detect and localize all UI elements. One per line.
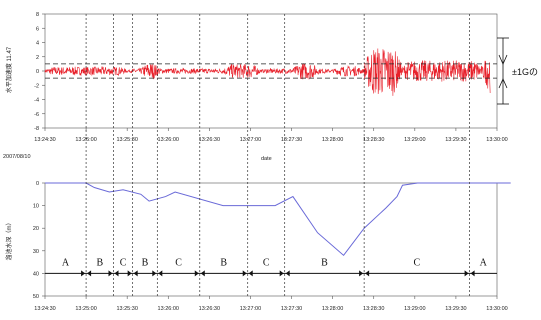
segment-arrowhead: [365, 270, 370, 277]
segment-arrowhead: [248, 270, 253, 277]
acceleration-x-axis-label: date: [261, 156, 272, 162]
segment-label: C: [414, 257, 421, 268]
water-depth-x-ticks: 13:24:30 13:25:00 13:25:30 13:26:00 13:26:30…: [34, 296, 508, 312]
x-tick-label: 13:27:00: [240, 137, 261, 143]
segment-arrowhead: [285, 270, 290, 277]
y-tick-label: -8: [34, 126, 39, 132]
segment-label: C: [263, 257, 270, 268]
date-label: 2007/08/10: [3, 154, 31, 160]
y-tick-label: 8: [36, 12, 39, 18]
segment-arrowhead: [87, 270, 92, 277]
x-tick-label: 13:25:30: [116, 137, 137, 143]
x-tick-label: 13:29:00: [404, 137, 425, 143]
y-tick-label: 4: [36, 41, 39, 47]
acceleration-y-axis-label: 水平加速度 11.47: [5, 46, 13, 93]
x-tick-label: 13:27:00: [240, 306, 261, 312]
phase-boundary-markers: [85, 14, 470, 296]
x-tick-label: 13:27:30: [281, 306, 302, 312]
x-tick-label: 13:28:30: [363, 306, 384, 312]
acceleration-trace: [44, 48, 491, 96]
y-tick-label: 30: [33, 249, 39, 255]
segment-arrowhead: [464, 270, 469, 277]
segment-arrowhead: [152, 270, 157, 277]
x-tick-label: 13:26:30: [199, 306, 220, 312]
y-tick-label: 0: [36, 69, 39, 75]
threshold-bracket: ±1Gの: [497, 37, 538, 105]
x-tick-label: 13:28:00: [322, 306, 343, 312]
segment-label: C: [175, 257, 182, 268]
y-tick-label: 20: [33, 226, 39, 232]
x-tick-label: 13:29:30: [445, 306, 466, 312]
segment-label: B: [96, 257, 103, 268]
y-tick-label: -2: [34, 83, 39, 89]
x-tick-label: 13:24:30: [34, 137, 55, 143]
x-tick-label: 13:25:00: [75, 306, 96, 312]
x-tick-label: 13:28:30: [363, 137, 384, 143]
segment-arrowhead: [200, 270, 205, 277]
segment-arrowhead: [194, 270, 199, 277]
x-tick-label: 13:26:00: [158, 306, 179, 312]
x-tick-label: 13:26:30: [199, 137, 220, 143]
segment-arrowhead: [158, 270, 163, 277]
y-tick-label: 6: [36, 26, 39, 32]
segment-label: A: [480, 257, 488, 268]
acceleration-chart: 水平加速度 11.47 8 6 4 2 0 -2 -4 -6 -8 13:24:30 13:25:…: [3, 12, 538, 162]
x-tick-label: 13:28:00: [322, 137, 343, 143]
acceleration-x-ticks: 13:24:30 13:25:00 13:25:30 13:26:00 13:26:30…: [34, 128, 508, 143]
water-depth-line: [45, 182, 511, 257]
x-tick-label: 13:29:00: [404, 306, 425, 312]
segment-arrowhead: [242, 270, 247, 277]
segment-arrowhead: [470, 270, 475, 277]
segment-arrowhead: [359, 270, 364, 277]
y-tick-label: 10: [33, 204, 39, 210]
water-depth-y-ticks: 0 10 20 30 40 50: [33, 181, 45, 300]
segment-arrowhead: [279, 270, 284, 277]
x-tick-label: 13:26:00: [158, 137, 179, 143]
segment-label: B: [321, 257, 328, 268]
segment-arrowhead: [81, 270, 86, 277]
y-tick-label: 0: [36, 181, 39, 187]
x-tick-label: 13:25:30: [116, 306, 137, 312]
x-tick-label: 13:30:00: [486, 306, 507, 312]
water-depth-plot-frame: [44, 182, 498, 297]
segment-label: A: [62, 257, 70, 268]
segment-label: B: [220, 257, 227, 268]
segment-label: B: [142, 257, 149, 268]
segment-arrowhead: [108, 270, 113, 277]
y-tick-label: 50: [33, 294, 39, 300]
segment-label: C: [120, 257, 127, 268]
segment-arrowhead: [114, 270, 119, 277]
segment-arrowhead: [133, 270, 138, 277]
acceleration-y-ticks: 8 6 4 2 0 -2 -4 -6 -8: [34, 12, 45, 132]
y-tick-label: -6: [34, 112, 39, 118]
y-tick-label: 2: [36, 55, 39, 61]
x-tick-label: 13:27:30: [281, 137, 302, 143]
water-depth-y-axis-label: 溜池水深（m）: [5, 220, 13, 261]
x-tick-label: 13:30:00: [486, 137, 507, 143]
threshold-label: ±1Gの: [512, 67, 538, 77]
acceleration-series: [44, 48, 491, 96]
segment-arrowhead: [127, 270, 132, 277]
y-tick-label: -4: [34, 98, 39, 104]
y-tick-label: 40: [33, 271, 39, 277]
x-tick-label: 13:29:30: [445, 137, 466, 143]
x-tick-label: 13:24:30: [34, 306, 55, 312]
